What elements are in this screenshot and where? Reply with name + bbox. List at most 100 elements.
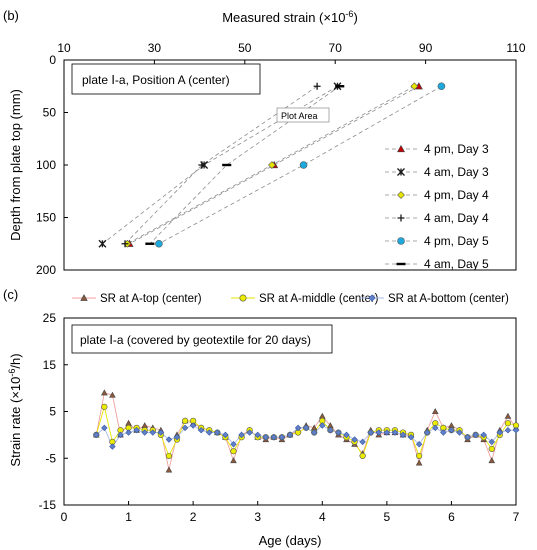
panel-c-point-0-51 [504,412,512,419]
panel-c-point-1-40 [416,452,423,460]
panel-c-point-0-28 [318,412,326,419]
panel-c-point-2-36 [383,429,391,436]
panel-b-markers [98,82,446,248]
panel-c-y-tick-label: 5 [49,405,56,419]
panel-c-point-2-20 [254,431,261,439]
panel-c-point-0-2 [109,391,116,398]
panel-b-annotation: plate Ⅰ-a, Position A (center) [82,73,230,87]
panel-c-point-2-29 [327,426,334,434]
panel-c-legend-marker-2 [368,294,376,302]
panel-c-point-2-1 [101,424,108,432]
panel-c-point-2-30 [335,429,342,436]
panel-c-point-2-43 [440,429,447,436]
panel-c-point-2-5 [133,426,140,434]
panel-c-markers [92,389,520,473]
panel-c-x-tick-label: 5 [384,510,391,524]
panel-c-xlabel: Age (days) [259,533,322,548]
panel-c-point-2-49 [488,438,496,446]
panel-c-point-0-1 [101,389,108,396]
panel-c-point-2-15 [214,429,221,436]
panel-c-legend-marker-1 [239,294,247,302]
panel-b-xlabel: Measured strain (×10-6) [222,9,358,25]
panel-b-y-tick-label: 150 [36,211,56,225]
panel-b-point-2-0 [410,82,419,91]
panel-b-point-5-1 [222,163,232,167]
panel-c-point-2-7 [149,429,157,436]
panel-c-point-1-49 [488,445,495,453]
panel-c-point-2-18 [238,431,245,439]
plot-area-tooltip: Plot Area [281,111,318,121]
panel-b-x-ticks: 10 30 50 70 90 110 [57,41,526,64]
panel-c-point-2-14 [206,429,213,436]
panel-b-x-tick-label: 70 [329,41,343,55]
panel-c-point-0-42 [431,408,439,415]
panel-b-point-5-0 [335,85,345,88]
panel-c-point-2-31 [343,431,350,439]
panel-c-point-2-37 [391,429,399,436]
panel-c-point-2-46 [464,433,471,441]
panel-c-label: (c) [3,287,18,302]
panel-c-point-2-13 [197,426,205,434]
panel-c-point-2-50 [496,429,504,436]
panel-b-annotation-box [71,63,261,95]
panel-c-point-2-52 [512,426,520,434]
panel-b-ylabel: Depth from plate top (mm) [8,89,23,241]
panel-b-x-tick-label: 110 [506,41,525,55]
panel-b-legend-marker-2 [397,191,405,199]
panel-c-point-2-11 [181,424,189,432]
panel-b-y-tick-label: 200 [36,263,56,277]
panel-b-legend-label-0: 4 pm, Day 3 [424,142,489,156]
panel-b-point-5-2 [145,242,155,245]
panel-c-point-2-19 [246,429,253,436]
panel-c-point-1-9 [165,452,173,460]
panel-b-legend-label-4: 4 pm, Day 5 [424,234,489,248]
panel-c-point-1-33 [359,452,366,460]
plot-area-tooltip-box [276,107,330,123]
panel-c-point-2-35 [375,429,383,436]
panel-b-point-3-2 [121,240,129,248]
panel-c-point-2-23 [278,433,286,441]
panel-c-y-tick-label: 15 [43,358,57,372]
panel-b-legend: 4 pm, Day 3 4 am, Day 3 4 pm, Day 4 4 am, D… [385,142,489,271]
panel-b-legend-marker-0 [396,144,406,153]
panel-b-legend-label-2: 4 pm, Day 4 [424,188,489,202]
panel-b-point-4-2 [155,239,163,248]
panel-b-y-tick-label: 50 [43,106,57,120]
panel-b-y-tick-label: 100 [36,158,56,172]
panel-c-point-2-3 [117,431,124,439]
panel-b-point-3-1 [198,161,206,169]
panel-c-point-0-9 [165,466,173,473]
panel-c-point-2-45 [456,429,463,436]
panel-c-point-0-6 [141,422,149,429]
panel-c-point-2-26 [302,424,310,432]
panel-c-point-2-48 [480,431,487,439]
panel-c-point-2-27 [310,429,318,436]
panel-c-point-2-41 [423,429,431,436]
panel-c-point-2-32 [351,436,358,443]
panel-c-point-2-24 [286,431,294,439]
panel-c-point-2-39 [407,433,415,441]
panel-b-legend-marker-4 [397,237,405,245]
panel-c-legend-marker-0 [80,294,88,301]
panel-c-point-0-49 [488,457,496,464]
panel-c-x-tick-label: 0 [61,510,68,524]
panel-c-point-2-2 [109,443,116,450]
panel-c-point-2-10 [173,433,181,441]
panel-c-y-tick-label: -15 [39,498,57,512]
panel-b-point-4-1 [299,161,308,169]
panel-c-point-2-8 [157,429,165,436]
panel-c-point-2-47 [472,431,479,439]
panel-c-point-2-0 [93,431,100,439]
panel-b-legend-marker-5 [396,262,406,266]
panel-c-point-0-40 [415,459,423,466]
panel-b-point-2-1 [267,161,276,169]
panel-b-series-line-4 [158,85,442,245]
panel-c-y-tick-label: 25 [43,311,57,325]
panel-c-x-tick-label: 7 [513,510,520,524]
panel-b-x-tick-label: 30 [148,41,162,55]
panel-b-legend-marker-3 [397,214,405,222]
panel-c-point-0-17 [230,457,237,464]
panel-c-legend-label-0: SR at A-top (center) [100,293,202,305]
panel-b-x-tick-label: 90 [419,41,433,55]
